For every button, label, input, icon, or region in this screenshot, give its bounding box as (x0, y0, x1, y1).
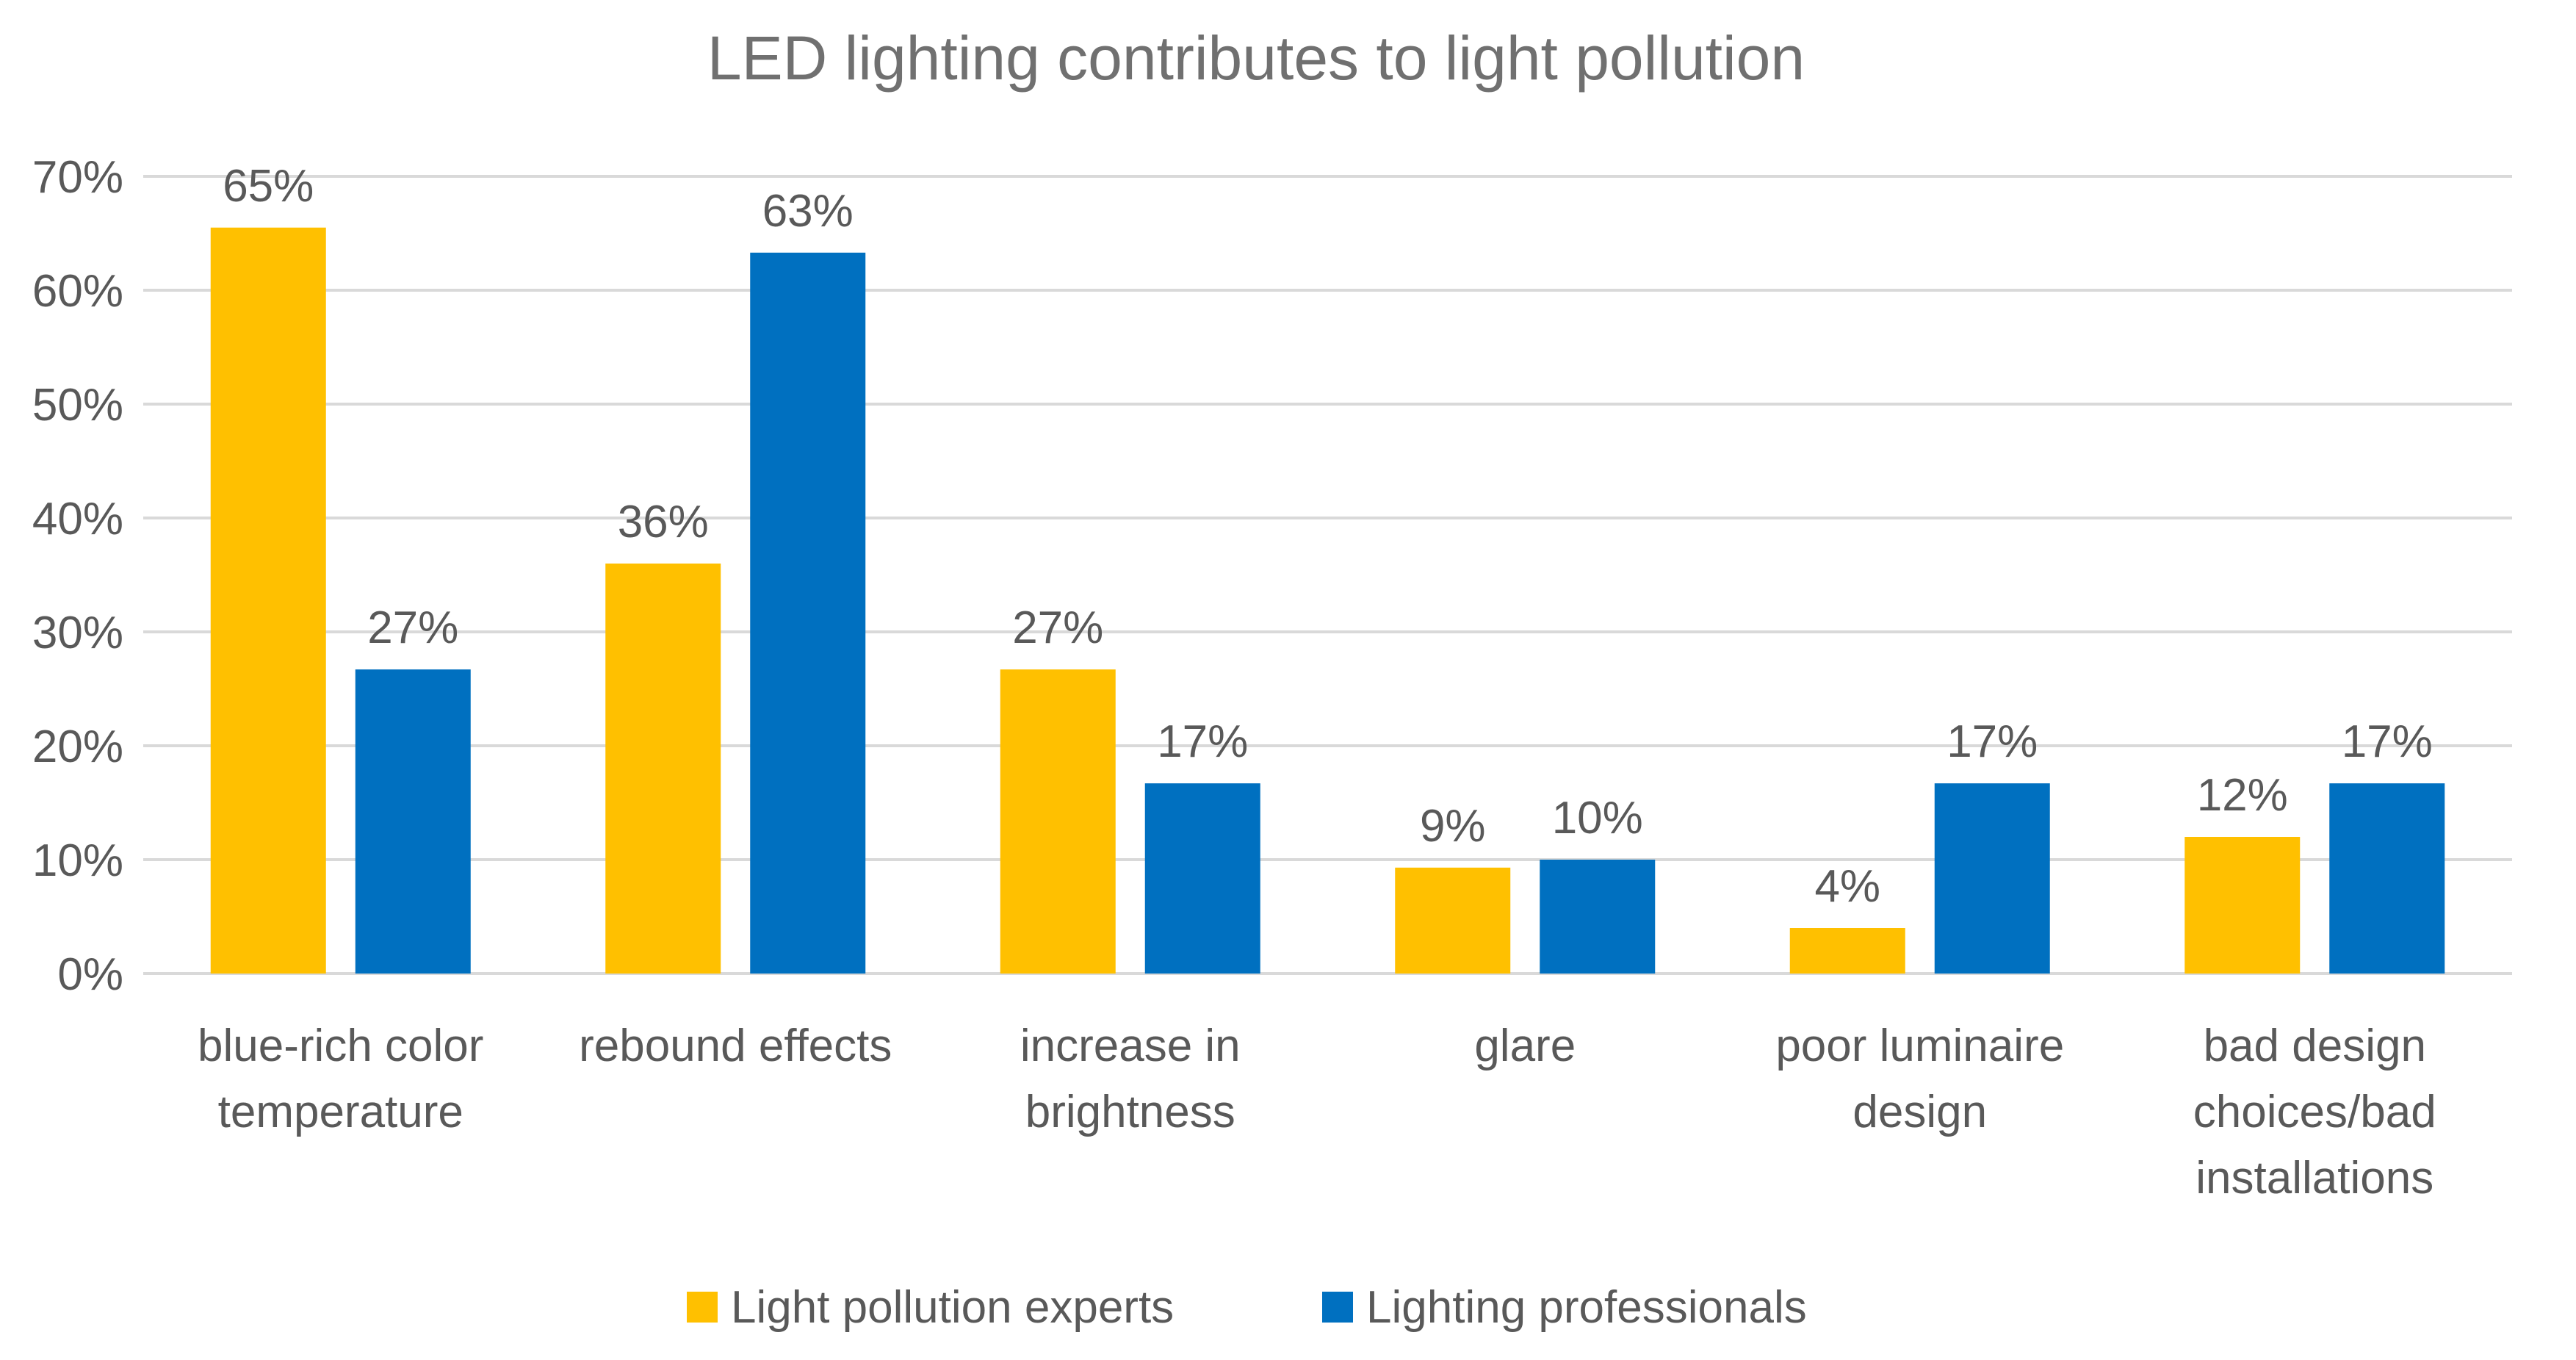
y-tick-label: 40% (32, 494, 123, 544)
data-label: 63% (762, 186, 854, 237)
bar-light-pollution-experts-1 (605, 564, 721, 974)
category-label: brightness (1025, 1087, 1235, 1137)
data-label: 4% (1814, 861, 1880, 912)
data-label: 9% (1420, 801, 1486, 852)
legend-swatch (687, 1292, 718, 1323)
legend-label: Light pollution experts (731, 1282, 1174, 1333)
y-tick-label: 70% (32, 152, 123, 203)
category-label: design (1852, 1087, 1987, 1137)
bar-light-pollution-experts-3 (1395, 867, 1511, 974)
bar-light-pollution-experts-5 (2184, 837, 2301, 974)
data-label: 17% (2342, 716, 2433, 767)
category-label: choices/bad (2193, 1087, 2436, 1137)
data-label: 17% (1947, 716, 2038, 767)
y-tick-label: 10% (32, 835, 123, 886)
y-tick-label: 60% (32, 266, 123, 317)
y-tick-label: 50% (32, 380, 123, 431)
chart-title: LED lighting contributes to light pollut… (707, 24, 1805, 93)
data-label: 17% (1157, 716, 1248, 767)
bar-lighting-professionals-3 (1540, 860, 1656, 974)
category-label: poor luminaire (1775, 1021, 2064, 1071)
category-label: increase in (1020, 1021, 1241, 1071)
data-label: 65% (223, 161, 314, 212)
data-label: 12% (2197, 770, 2288, 821)
category-label: temperature (218, 1087, 463, 1137)
category-labels: blue-rich color temperature rebound effect… (198, 1021, 2436, 1204)
bar-lighting-professionals-5 (2329, 783, 2445, 974)
bar-lighting-professionals-1 (750, 252, 866, 974)
y-tick-label: 0% (57, 949, 123, 1000)
category-label: bad design (2204, 1021, 2426, 1071)
category-label: glare (1474, 1021, 1576, 1071)
data-label: 36% (618, 497, 709, 547)
bar-lighting-professionals-2 (1144, 783, 1260, 974)
bar-lighting-professionals-0 (355, 669, 471, 974)
legend-swatch (1322, 1292, 1353, 1323)
category-label: rebound effects (579, 1021, 892, 1071)
y-tick-label: 20% (32, 722, 123, 772)
legend-label: Lighting professionals (1366, 1282, 1807, 1333)
category-label: blue-rich color (198, 1021, 483, 1071)
data-label: 27% (367, 602, 458, 653)
y-tick-label: 30% (32, 608, 123, 658)
bar-light-pollution-experts-4 (1789, 928, 1905, 974)
category-label: installations (2196, 1153, 2434, 1204)
y-axis-tick-labels: 0% 10% 20% 30% 40% 50% 60% 70% (32, 152, 123, 1000)
data-labels: 65% 27% 36% 63% 27% 17% 9% 10% 4% 17% 12% 17% (223, 161, 2433, 912)
bar-light-pollution-experts-0 (210, 227, 326, 974)
bar-light-pollution-experts-2 (1000, 669, 1116, 974)
gridlines (143, 175, 2512, 975)
bars (210, 227, 2445, 974)
data-label: 27% (1012, 602, 1103, 653)
legend: Light pollution experts Lighting professi… (687, 1282, 1807, 1333)
bar-lighting-professionals-4 (1934, 783, 2050, 974)
data-label: 10% (1552, 793, 1643, 843)
